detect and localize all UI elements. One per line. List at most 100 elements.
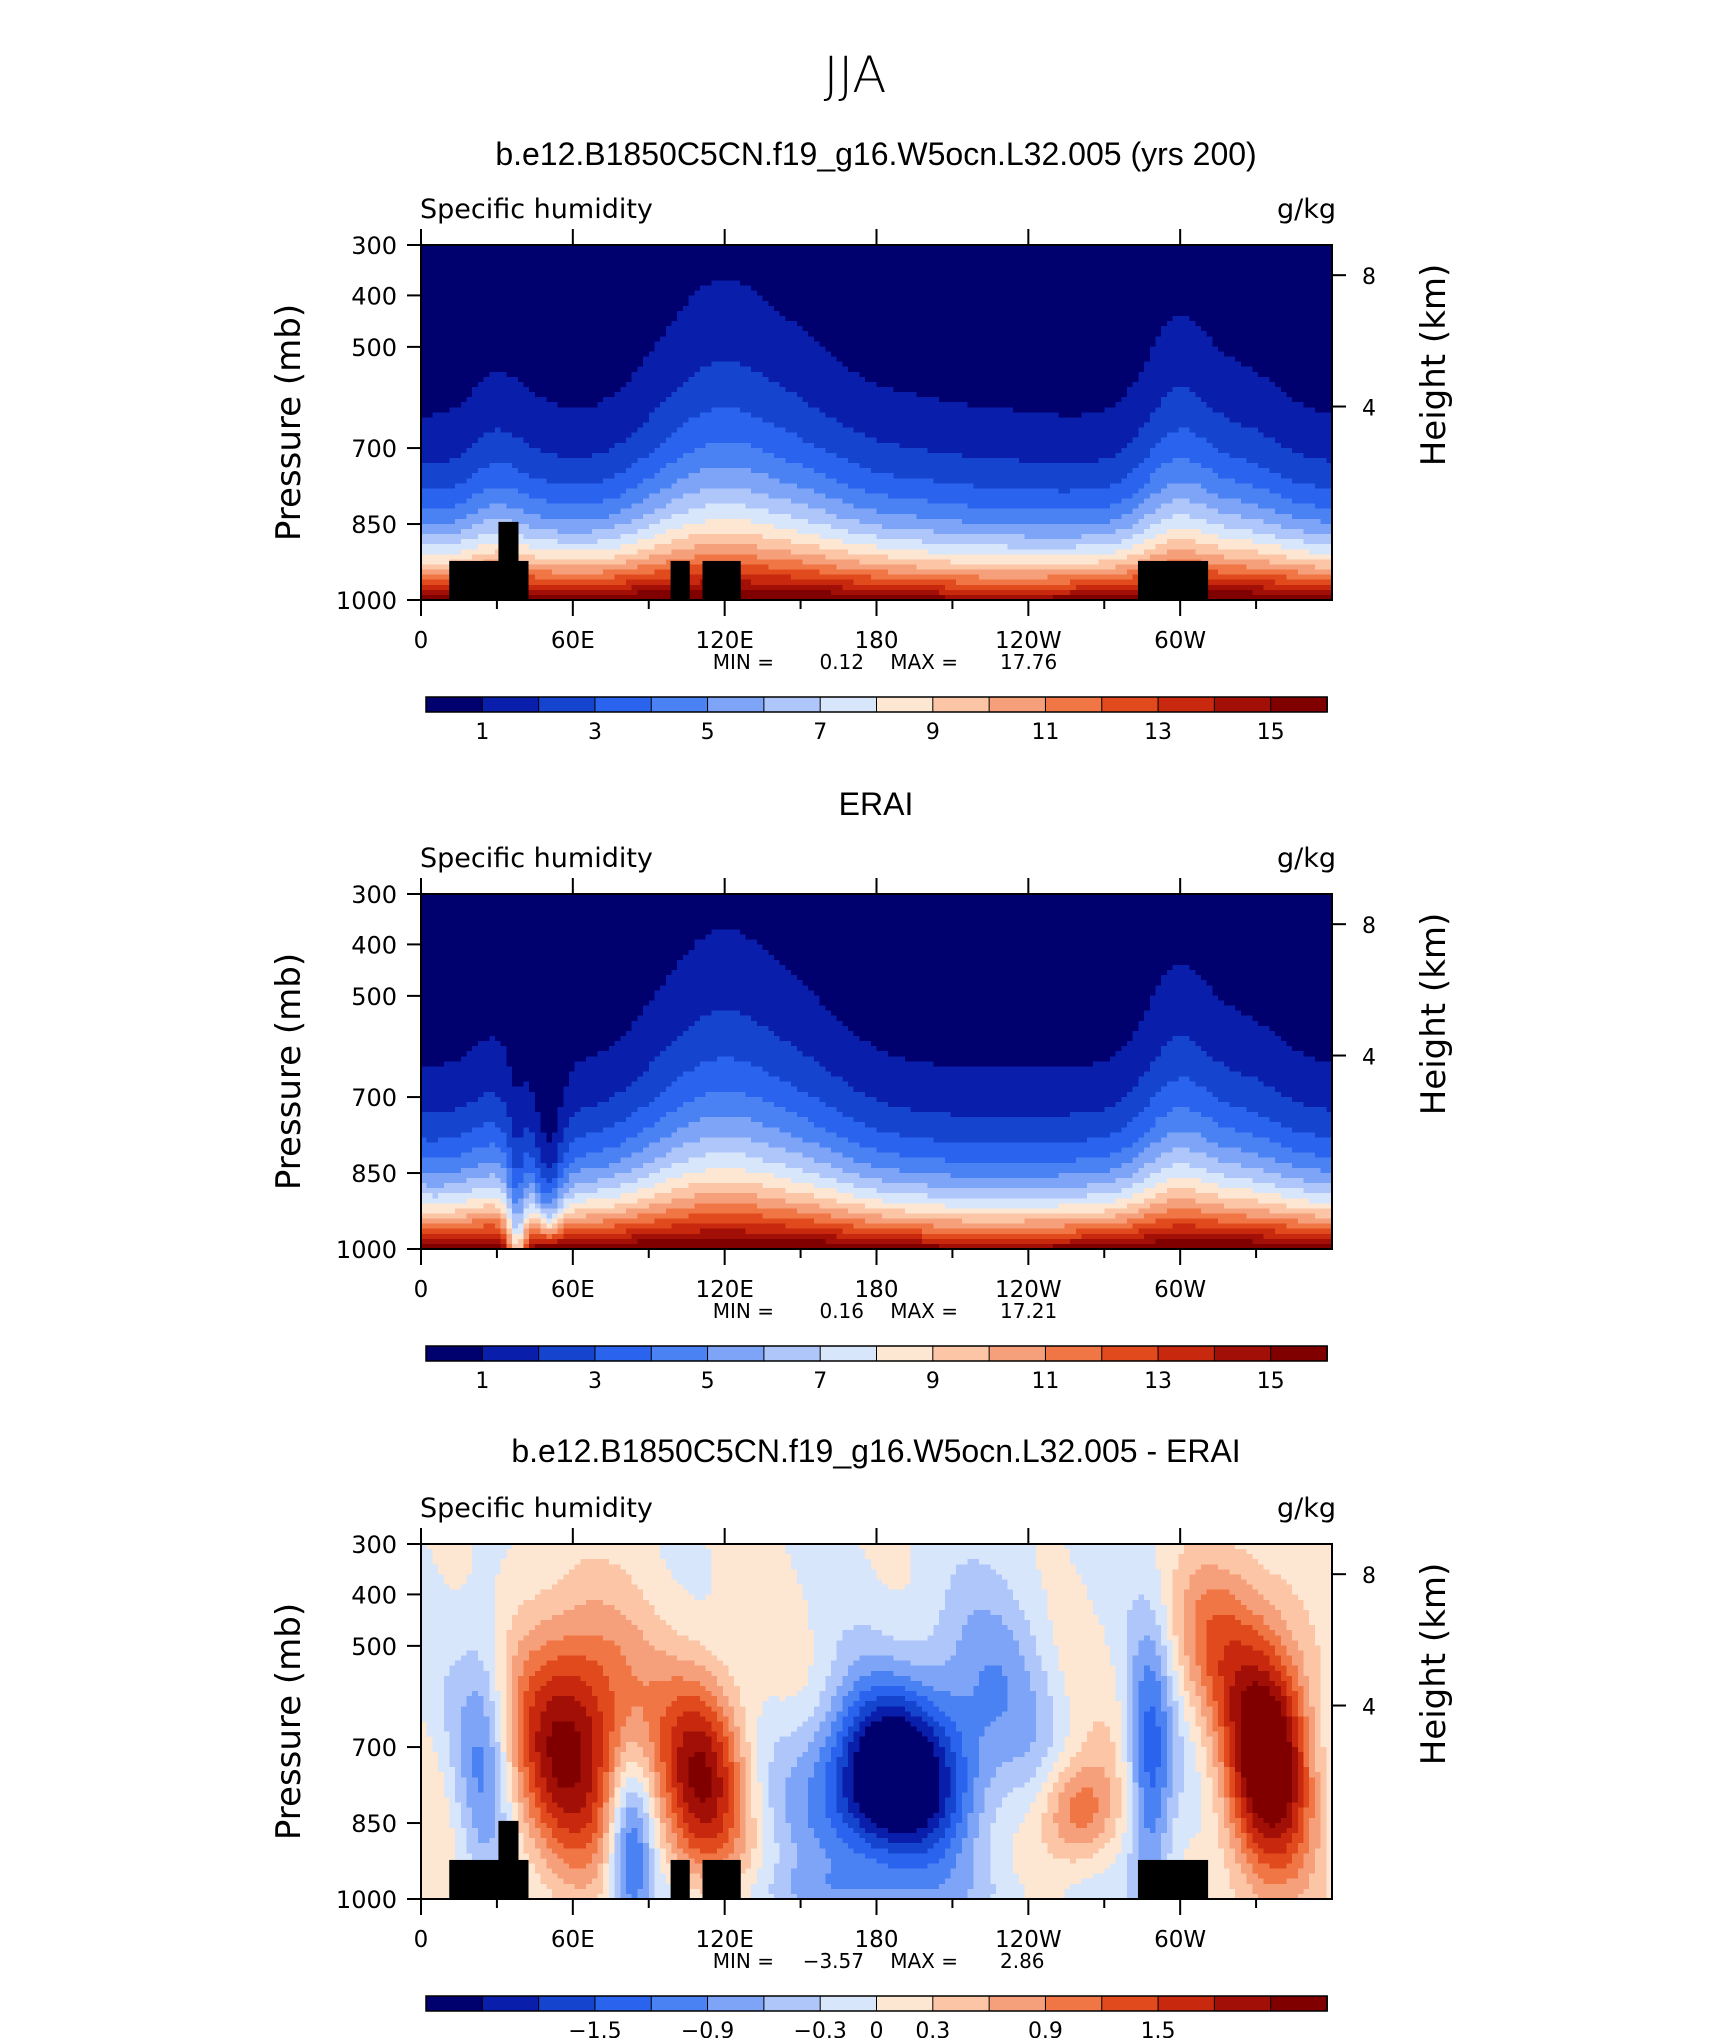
contour-cell (529, 1736, 536, 1743)
contour-cell (512, 1772, 519, 1778)
contour-cell (608, 1838, 616, 1844)
contour-cell (421, 1701, 445, 1707)
contour-cell (534, 1746, 547, 1753)
contour-cell (489, 1172, 496, 1179)
contour-cell (859, 1802, 940, 1809)
contour-cell (517, 1675, 530, 1682)
contour-cell (722, 1843, 735, 1849)
contour-cell (1127, 1696, 1134, 1702)
contour-cell (717, 1751, 724, 1758)
contour-cell (1149, 1127, 1236, 1133)
contour-cell (734, 1817, 741, 1824)
contour-cell (762, 1157, 815, 1164)
contour-cell (625, 1660, 695, 1667)
contour-cell (665, 1787, 678, 1794)
contour-cell (421, 1127, 473, 1133)
contour-cell (1195, 1746, 1208, 1753)
contour-cell (1292, 1762, 1299, 1768)
contour-cell (756, 1868, 775, 1875)
contour-cell (1172, 1223, 1196, 1230)
contour-cell (1263, 1594, 1299, 1601)
contour-cell (1280, 1609, 1310, 1616)
colorbar-bin (819, 696, 878, 713)
contour-cell (745, 503, 809, 510)
contour-cell (1314, 1782, 1322, 1789)
contour-cell (1172, 1762, 1185, 1768)
contour-cell (1195, 1691, 1208, 1697)
contour-cell (614, 1762, 621, 1768)
contour-cell (540, 1812, 553, 1819)
contour-cell (1075, 1751, 1117, 1758)
contour-cell (1235, 478, 1293, 484)
contour-cell (1201, 1772, 1208, 1778)
contour-cell (660, 985, 809, 991)
contour-cell (506, 1630, 530, 1636)
contour-cell (1229, 1843, 1242, 1849)
contour-cell (1206, 1620, 1242, 1626)
contour-cell (665, 1772, 673, 1778)
contour-cell (1138, 1807, 1145, 1814)
contour-cell (512, 1812, 519, 1819)
contour-cell (876, 1569, 912, 1576)
contour-cell (614, 1640, 650, 1647)
contour-cell (1035, 1736, 1054, 1743)
contour-cell (495, 1777, 502, 1783)
contour-cell (1309, 1746, 1316, 1753)
contour-cell (1047, 1807, 1060, 1814)
contour-cell (1183, 1696, 1191, 1702)
contour-cell (859, 1142, 1134, 1149)
contour-cell (660, 1721, 678, 1728)
contour-cell (512, 1218, 525, 1225)
contour-cell (1280, 1655, 1293, 1662)
contour-cell (848, 1670, 872, 1677)
contour-cell (569, 1147, 604, 1154)
contour-cell (557, 1838, 593, 1844)
contour-cell (1172, 1625, 1185, 1631)
contour-cell (529, 1757, 542, 1763)
contour-cell (540, 1686, 593, 1692)
contour-cell (1161, 1848, 1174, 1854)
contour-cell (1132, 1828, 1140, 1834)
contour-cell (944, 1807, 957, 1814)
contour-cell (1303, 1817, 1310, 1824)
contour-cell (1212, 1615, 1236, 1621)
contour-cell (512, 1802, 519, 1809)
contour-cell (751, 1863, 764, 1870)
contour-cell (421, 1615, 496, 1621)
contour-cell (1189, 1574, 1242, 1581)
contour-cell (1132, 1172, 1151, 1179)
contour-cell (1297, 1680, 1310, 1687)
contour-cell (1132, 1757, 1140, 1763)
contour-cell (1109, 1731, 1122, 1738)
contour-cell (677, 1036, 781, 1042)
contour-cell (1081, 412, 1151, 419)
contour-cell (1229, 1873, 1248, 1880)
contour-cell (529, 1833, 542, 1839)
contour-cell (597, 1696, 616, 1702)
contour-cell (688, 1843, 724, 1849)
contour-cell (580, 1751, 593, 1758)
contour-cell (1309, 1848, 1316, 1854)
contour-cell (1149, 1203, 1225, 1210)
contour-cell (1047, 1609, 1094, 1616)
contour-cell (512, 1157, 525, 1164)
contour-cell (1109, 503, 1140, 510)
contour-cell (1263, 1233, 1333, 1240)
contour-cell (534, 1203, 542, 1210)
contour-cell (421, 1569, 439, 1576)
contour-cell (495, 1686, 508, 1692)
contour-cell (1223, 1706, 1231, 1712)
contour-cell (421, 1162, 479, 1169)
contour-cell (1178, 1721, 1191, 1728)
contour-cell (472, 1822, 496, 1829)
contour-cell (455, 503, 490, 510)
contour-cell (1024, 534, 1083, 540)
contour-cell (1201, 1675, 1214, 1682)
contour-cell (495, 1604, 519, 1611)
contour-cell (1115, 564, 1145, 571)
contour-cell (990, 1721, 1037, 1728)
contour-cell (534, 1822, 547, 1829)
contour-cell (705, 1731, 718, 1738)
contour-cell (586, 1152, 633, 1159)
contour-cell (1235, 1833, 1248, 1839)
